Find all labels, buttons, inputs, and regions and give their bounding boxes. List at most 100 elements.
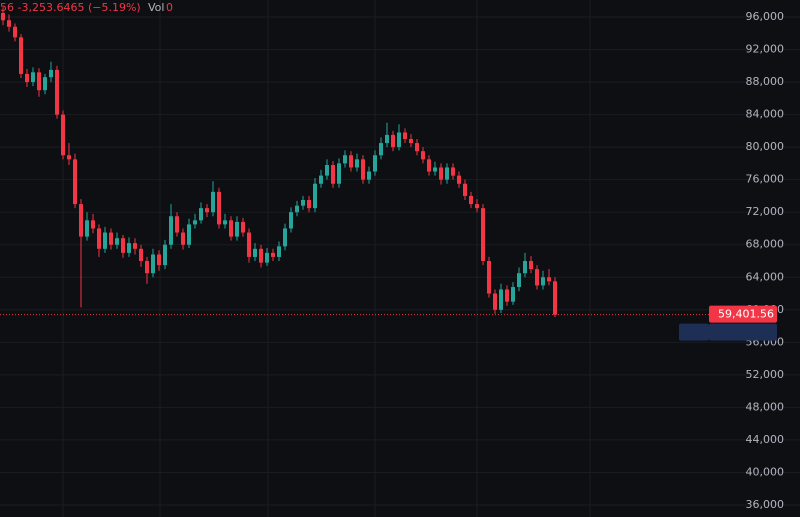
candle-body (499, 289, 503, 310)
candle-body (181, 232, 185, 245)
candle-body (421, 151, 425, 160)
candle-body (451, 167, 455, 176)
candle-body (247, 232, 251, 257)
y-tick-label: 76,000 (746, 173, 785, 186)
candle-body (205, 208, 209, 213)
candle-body (427, 159, 431, 172)
candle-body (133, 243, 137, 249)
candle-body (229, 220, 233, 237)
candle-body (253, 248, 257, 257)
candle-body (535, 269, 539, 286)
candle-body (157, 254, 161, 266)
candle-body (343, 155, 347, 164)
volume-value: 0 (166, 1, 173, 14)
candle-body (31, 72, 35, 83)
y-tick-label: 44,000 (746, 433, 785, 446)
candle-body (235, 221, 239, 237)
candle-body (37, 72, 41, 91)
candle-body (265, 252, 269, 263)
candle-body (7, 20, 11, 27)
candle-body (169, 216, 173, 245)
low-name-box (679, 323, 709, 341)
y-tick-label: 40,000 (746, 465, 785, 478)
y-tick-label: 68,000 (746, 238, 785, 251)
candle-body (337, 163, 341, 184)
candle-body (331, 165, 335, 184)
candle-body (487, 261, 491, 294)
candle-body (505, 289, 509, 302)
candle-body (367, 171, 371, 180)
candle-body (307, 200, 311, 209)
candle-body (349, 155, 353, 168)
candle-body (355, 159, 359, 168)
candle-body (175, 216, 179, 233)
y-tick-label: 52,000 (746, 368, 785, 381)
candle-body (445, 167, 449, 180)
candle-body (109, 232, 113, 245)
candle-body (43, 77, 47, 91)
volume-label: Vol (148, 1, 164, 14)
candle-body (163, 244, 167, 266)
low-value-box (709, 323, 777, 341)
candle-body (457, 175, 461, 184)
candle-body (19, 37, 23, 74)
candle-body (379, 143, 383, 156)
candle-body (151, 254, 155, 274)
candle-body (67, 155, 71, 160)
y-tick-label: 96,000 (746, 10, 785, 23)
y-tick-label: 72,000 (746, 205, 785, 218)
candle-body (523, 261, 527, 274)
candle-body (409, 138, 413, 144)
candle-body (529, 261, 533, 270)
candle-body (301, 200, 305, 206)
candle-body (121, 238, 125, 253)
last-price-label: 59,401.56 (718, 308, 774, 321)
candle-body (199, 208, 203, 221)
candle-body (61, 114, 65, 156)
candle-body (13, 26, 17, 38)
last-price-box (709, 305, 777, 323)
candle-body (49, 69, 53, 78)
change-text: 56 -3,253.6465 (−5.19%) (0, 1, 141, 14)
candle-body (391, 134, 395, 148)
y-tick-label: 64,000 (746, 270, 785, 283)
candle-body (259, 248, 263, 263)
price-axis: 36,00040,00044,00048,00052,00056,00060,0… (746, 10, 785, 511)
candle-body (223, 220, 227, 225)
candle-body (1, 12, 5, 21)
candle-body (493, 293, 497, 310)
candle-body (127, 243, 131, 253)
candle-body (295, 205, 299, 213)
candle-body (115, 238, 119, 245)
candle-body (553, 281, 557, 315)
candle-body (187, 224, 191, 245)
y-tick-label: 88,000 (746, 75, 785, 88)
candle-body (439, 167, 443, 180)
candle-body (97, 228, 101, 249)
y-tick-label: 36,000 (746, 498, 785, 511)
candle-body (517, 273, 521, 288)
candle-body (433, 167, 437, 172)
candle-body (289, 212, 293, 229)
candle-body (103, 232, 107, 249)
y-tick-label: 92,000 (746, 43, 785, 56)
candle-body (25, 73, 29, 83)
candle-body (469, 195, 473, 205)
candle-body (397, 132, 401, 148)
candle-body (385, 134, 389, 144)
candle-body (277, 246, 281, 257)
candle-body (145, 261, 149, 274)
y-tick-label: 84,000 (746, 108, 785, 121)
candle-body (79, 204, 83, 237)
candle-body (541, 277, 545, 286)
candle-body (271, 252, 275, 257)
candle-body (475, 204, 479, 209)
y-tick-label: 48,000 (746, 400, 785, 413)
candle-body (55, 69, 59, 115)
candles (1, 7, 557, 318)
candle-body (481, 208, 485, 262)
